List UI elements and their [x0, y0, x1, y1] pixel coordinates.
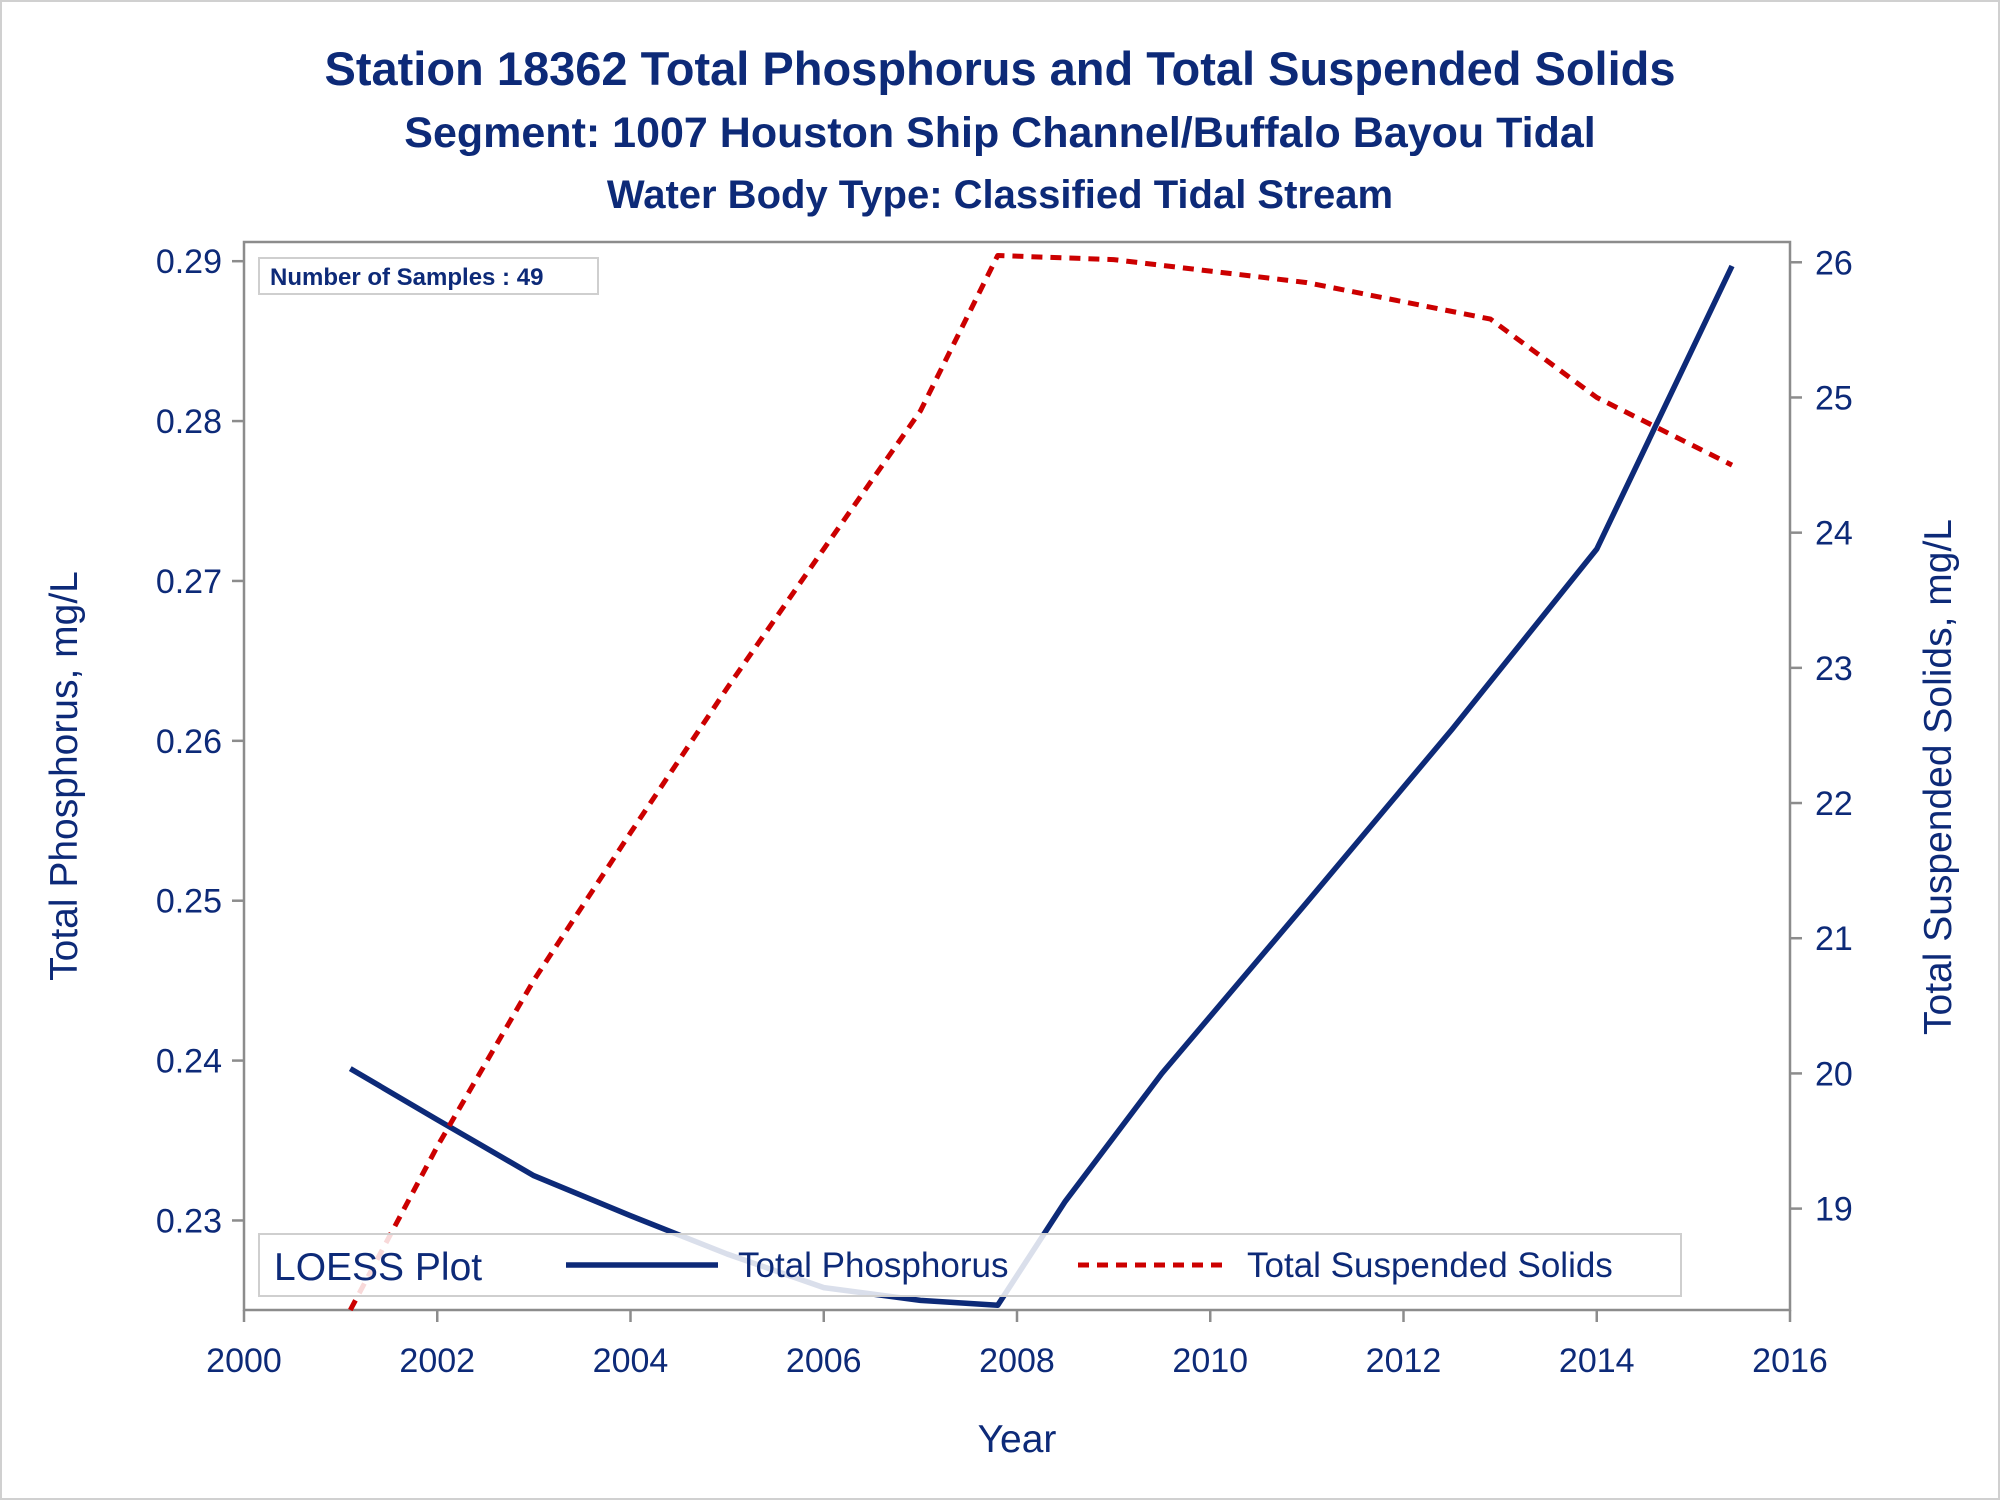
x-tick-label: 2016 [1752, 1342, 1828, 1380]
y-tick-label: 0.24 [156, 1043, 222, 1081]
y2-tick-label: 19 [1815, 1191, 1853, 1229]
chart-title: Station 18362 Total Phosphorus and Total… [324, 42, 1676, 95]
chart-subtitle-waterbody: Water Body Type: Classified Tidal Stream [606, 173, 1394, 217]
y2-tick-label: 20 [1815, 1055, 1853, 1093]
x-axis-title: Year [978, 1418, 1057, 1461]
y-tick-label: 0.27 [156, 563, 222, 601]
legend-title: LOESS Plot [274, 1246, 482, 1289]
series-line-total-suspended-solids [348, 253, 1734, 1312]
y-axis-left: 0.23 0.24 0.25 0.26 0.27 0.28 0.29 [156, 243, 244, 1240]
y2-tick-label: 24 [1815, 515, 1853, 553]
y-axis-right: 19 20 21 22 23 24 25 26 [1790, 244, 1853, 1229]
chart-title-block: Station 18362 Total Phosphorus and Total… [0, 36, 2000, 226]
y-axis-left-title: Total Phosphorus, mg/L [43, 571, 86, 981]
x-tick-label: 2014 [1559, 1342, 1635, 1380]
sample-count-frame [258, 257, 599, 295]
legend-label-solids: Total Suspended Solids [1247, 1246, 1613, 1285]
x-tick-label: 2012 [1366, 1342, 1442, 1380]
x-tick-label: 2008 [979, 1342, 1055, 1380]
x-tick-label: 2002 [399, 1342, 475, 1380]
chart-subtitle-segment: Segment: 1007 Houston Ship Channel/Buffa… [404, 109, 1596, 157]
y-tick-label: 0.26 [156, 723, 222, 761]
y-tick-label: 0.23 [156, 1202, 222, 1240]
legend: LOESS Plot Total Phosphorus Total Suspen… [258, 1233, 1682, 1297]
y-tick-label: 0.28 [156, 403, 222, 441]
x-tick-label: 2000 [206, 1342, 282, 1380]
y2-tick-label: 26 [1815, 244, 1853, 282]
series-line-total-phosphorus [348, 264, 1735, 1308]
y2-tick-label: 22 [1815, 785, 1853, 823]
legend-frame [258, 1233, 1682, 1297]
y-tick-label: 0.25 [156, 883, 222, 921]
series-layer [348, 253, 1735, 1312]
legend-label-phosphorus: Total Phosphorus [738, 1246, 1008, 1285]
x-tick-label: 2006 [786, 1342, 862, 1380]
y2-tick-label: 25 [1815, 379, 1853, 417]
x-axis: 2000 2002 2004 2006 2008 2010 2012 2014 2016 [206, 1310, 1828, 1380]
x-tick-label: 2004 [593, 1342, 669, 1380]
y-axis-right-title: Total Suspended Solids, mg/L [1917, 519, 1960, 1035]
plot-area [242, 240, 1792, 1312]
x-tick-label: 2010 [1172, 1342, 1248, 1380]
y2-tick-label: 21 [1815, 920, 1853, 958]
y-tick-label: 0.29 [156, 243, 222, 281]
sample-count-label: Number of Samples : 49 [270, 264, 543, 291]
sample-count-box: Number of Samples : 49 [258, 257, 599, 295]
y2-tick-label: 23 [1815, 650, 1853, 688]
